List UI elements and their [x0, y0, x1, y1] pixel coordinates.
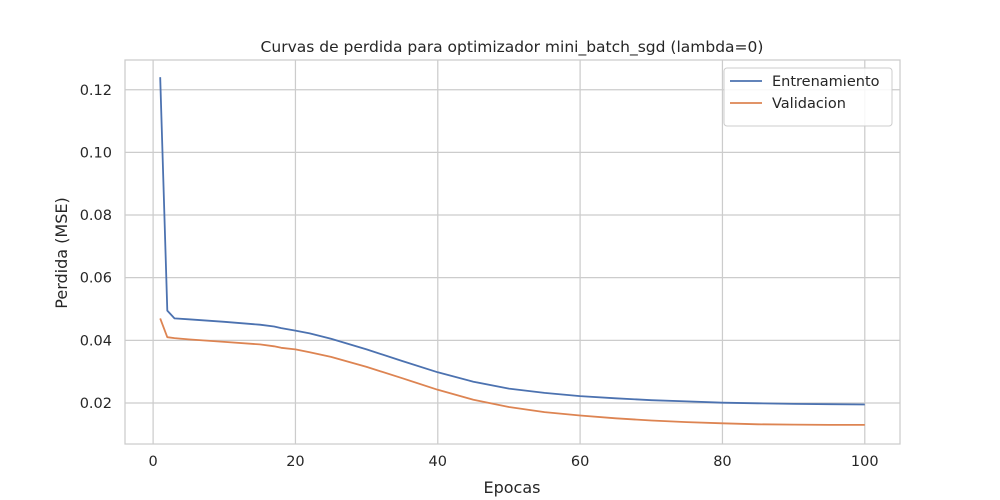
legend-box — [723, 67, 893, 127]
series-line-validacion — [159, 318, 865, 426]
y-tick-label: 0.10 — [80, 145, 112, 161]
x-tick-label: 80 — [713, 454, 731, 470]
x-tick-label: 0 — [148, 454, 157, 470]
legend-label-validacion: Validacion — [772, 96, 846, 112]
legend-label-entrenamiento: Entrenamiento — [772, 74, 880, 90]
x-tick-label: 20 — [286, 454, 304, 470]
chart-title: Curvas de perdida para optimizador mini_… — [261, 38, 764, 57]
x-tick-label: 40 — [429, 454, 447, 470]
y-tick-label: 0.08 — [80, 208, 112, 224]
x-axis-label: Epocas — [484, 478, 541, 497]
x-tick-label: 60 — [571, 454, 589, 470]
y-tick-label: 0.06 — [80, 271, 112, 287]
y-tick-labels: 0.02 0.04 0.06 0.08 0.10 0.12 — [80, 83, 112, 412]
x-tick-label: 100 — [851, 454, 879, 470]
x-tick-labels: 0 20 40 60 80 100 — [148, 454, 878, 470]
series-line-entrenamiento — [159, 77, 865, 406]
series-lines — [159, 77, 865, 426]
axes-frame — [124, 59, 901, 445]
legend: Entrenamiento Validacion — [723, 67, 893, 127]
y-tick-label: 0.12 — [80, 83, 112, 99]
y-tick-label: 0.04 — [80, 333, 112, 349]
y-tick-label: 0.02 — [80, 396, 112, 412]
y-axis-label: Perdida (MSE) — [52, 197, 71, 308]
